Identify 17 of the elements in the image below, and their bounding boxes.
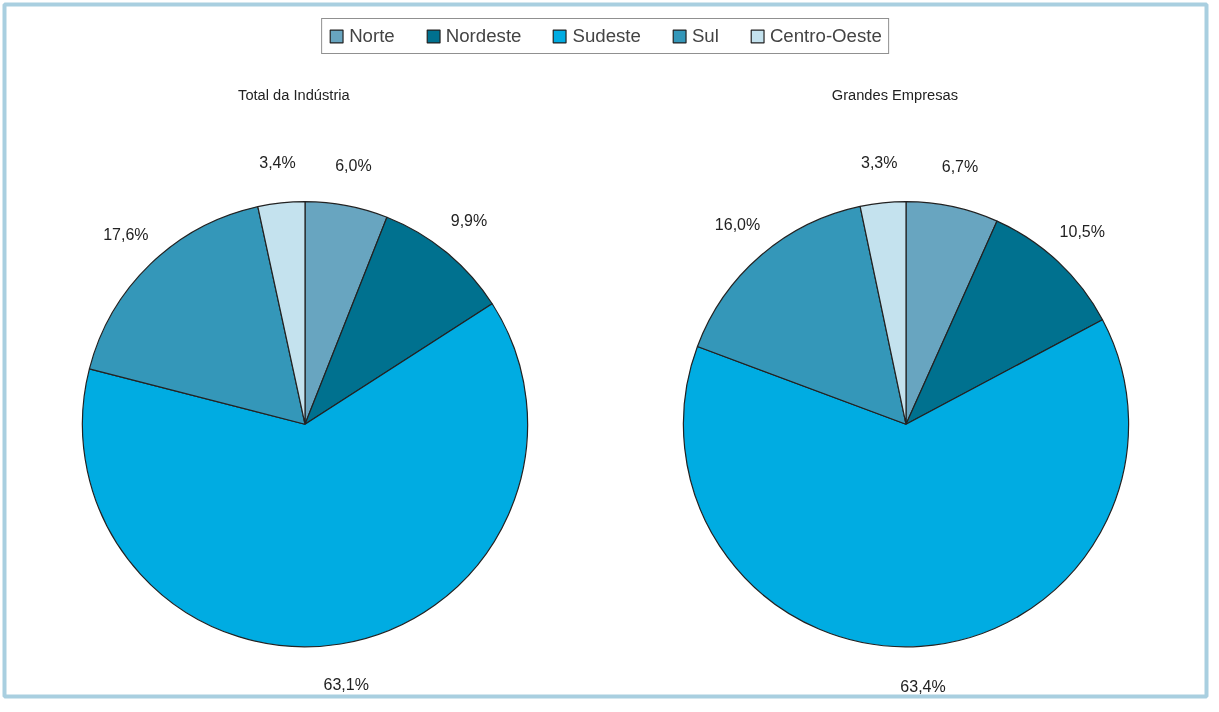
data-label: 17,6% xyxy=(103,226,149,244)
data-label: 9,9% xyxy=(450,212,488,230)
data-label: 63,4% xyxy=(900,678,946,696)
legend-label: Sudeste xyxy=(572,25,641,47)
text: Total da Indústria xyxy=(238,87,351,104)
legend-label: Centro-Oeste xyxy=(769,25,882,47)
legend-label: Sul xyxy=(691,25,719,47)
legend-label: Norte xyxy=(349,25,395,47)
legend-label: Nordeste xyxy=(445,25,522,47)
data-label: 3,3% xyxy=(861,153,898,171)
chart-title: Grandes Empresas xyxy=(831,87,959,104)
data-label: 3,4% xyxy=(259,154,296,172)
data-label: 6,0% xyxy=(335,157,372,175)
data-label: 63,1% xyxy=(323,675,369,693)
data-label: 16,0% xyxy=(714,216,761,234)
data-label: 6,7% xyxy=(941,158,979,176)
data-label: 10,5% xyxy=(1059,223,1105,241)
